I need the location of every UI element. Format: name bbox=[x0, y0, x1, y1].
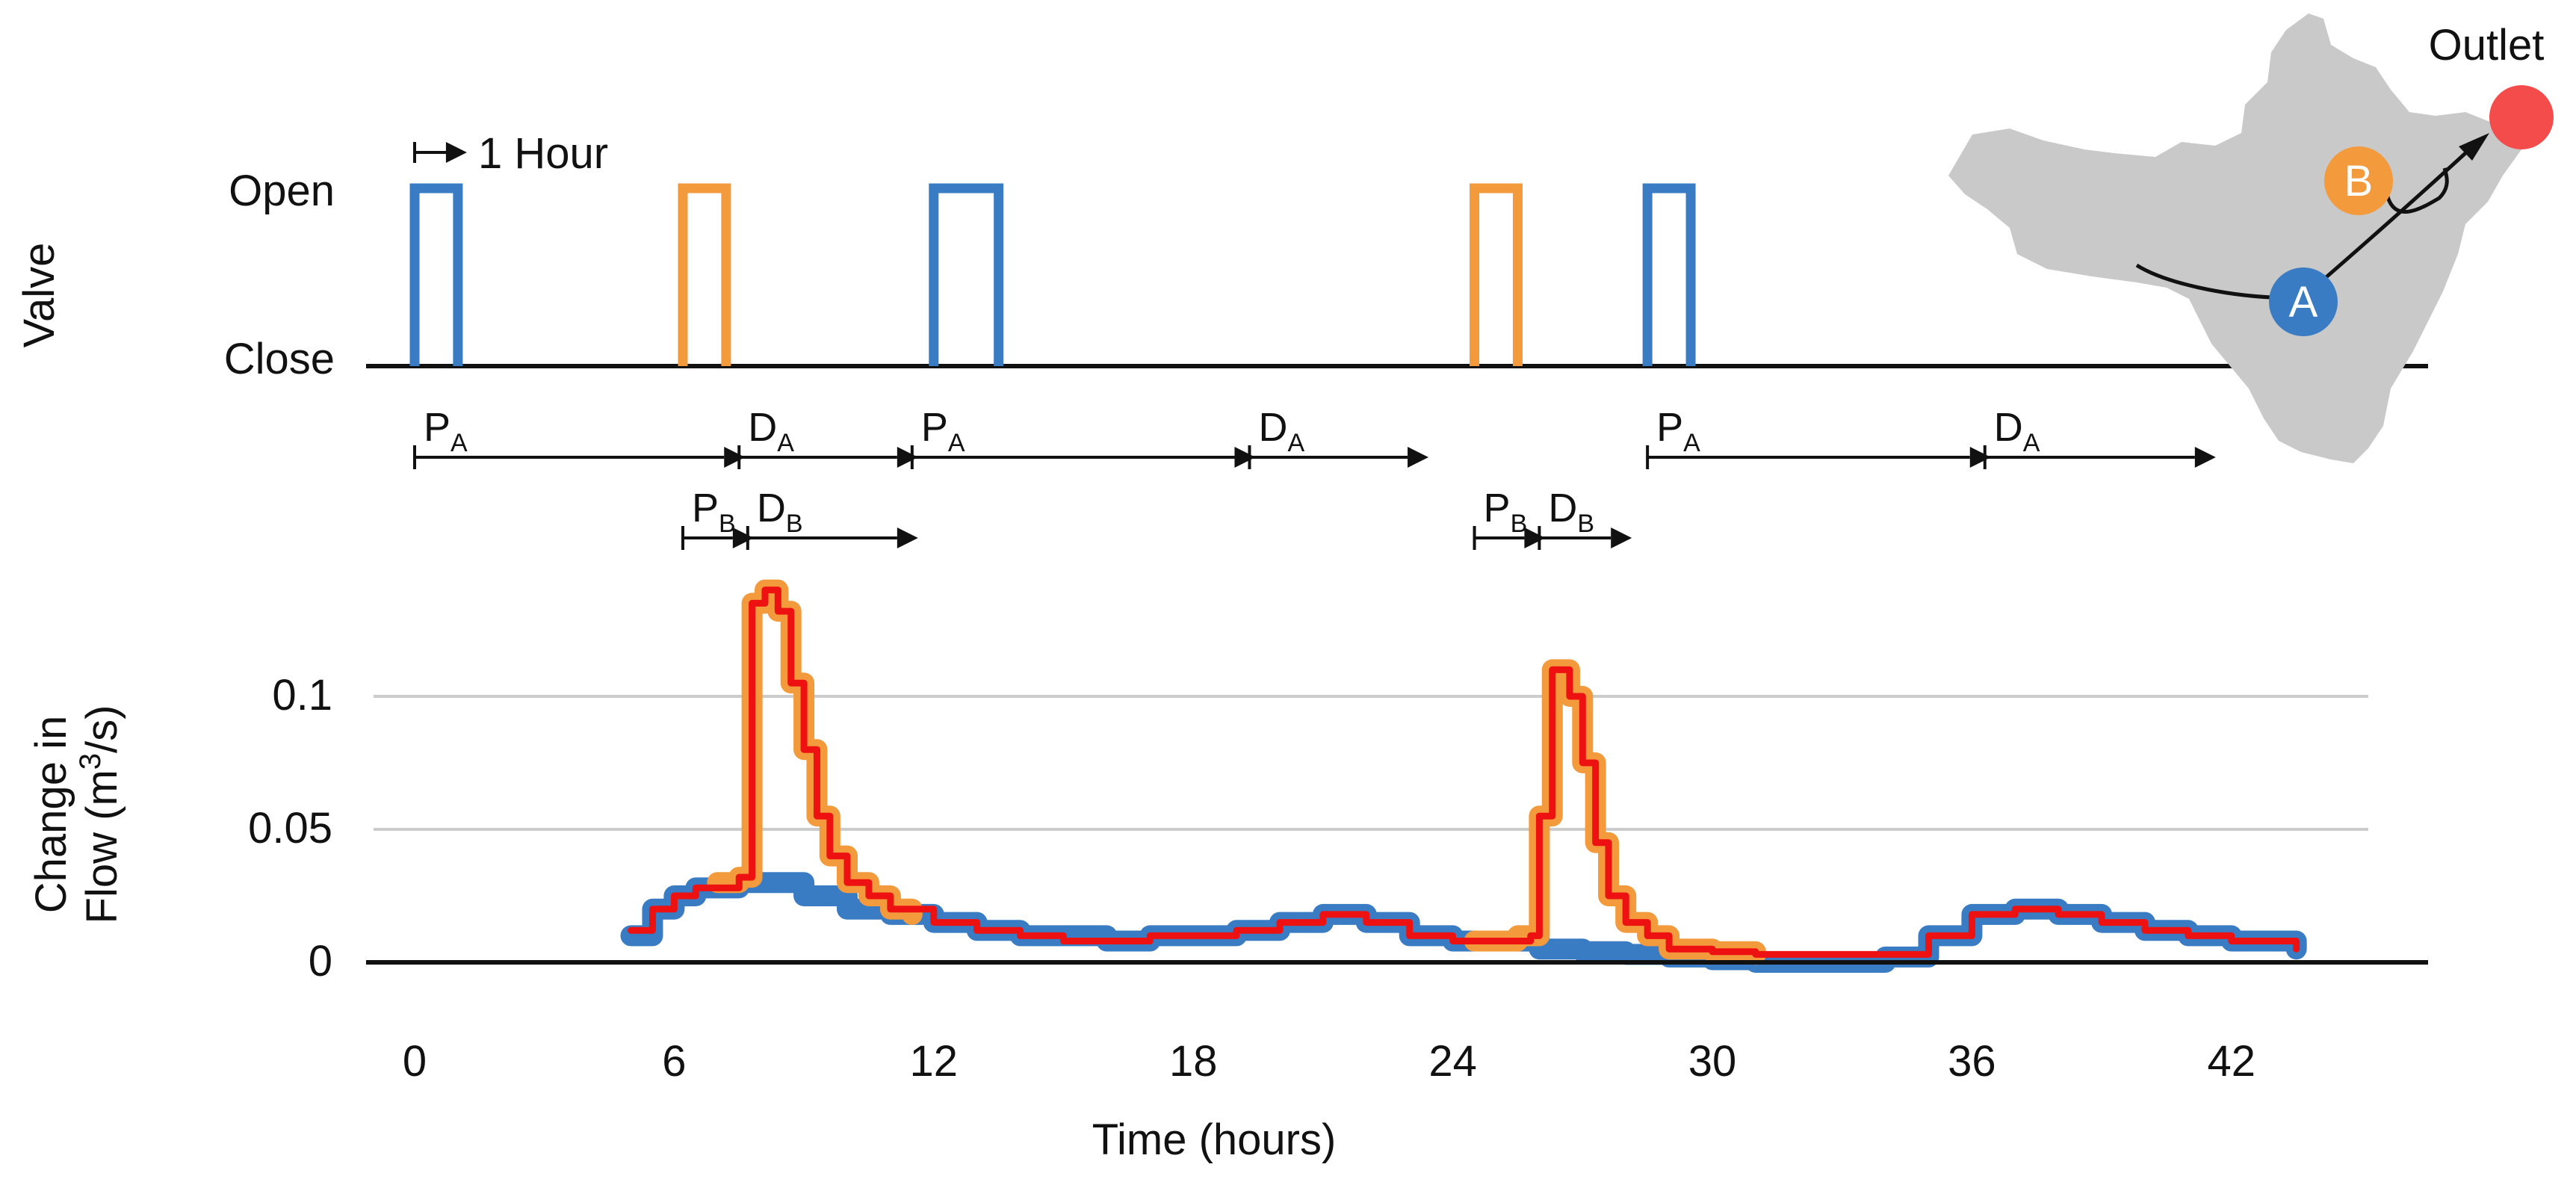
flow-chart: Change in Flow (m3/s) 0 0.05 0.1 0 6 12 18 24 3… bbox=[27, 579, 2428, 1164]
valve-a-pulse-1 bbox=[929, 183, 1004, 366]
one-hour-label: 1 Hour bbox=[478, 129, 608, 178]
x-tick-labels: 0 6 12 18 24 30 36 42 bbox=[403, 1037, 2255, 1086]
y-axis-label-line2: Flow (m3/s) bbox=[74, 705, 126, 924]
period-row1-pa-0-arrowhead-icon bbox=[724, 447, 746, 468]
period-row1-pa-2-label: PA bbox=[921, 405, 965, 457]
scale-arrowhead-icon bbox=[445, 142, 467, 163]
valve-axis-label: Valve bbox=[15, 243, 64, 348]
period-row1-da-3-label: DA bbox=[1258, 405, 1304, 457]
period-row1-da-1-arrowhead-icon bbox=[897, 447, 918, 468]
period-row2-pb-2-label: PB bbox=[1484, 486, 1528, 538]
flow-series bbox=[620, 579, 2307, 973]
period-row1-pa-4-label: PA bbox=[1656, 405, 1700, 457]
y-tick-label-0: 0 bbox=[309, 937, 332, 985]
one-hour-scale bbox=[413, 142, 467, 163]
period-row2-pb-2-arrowhead-icon bbox=[1524, 527, 1546, 548]
point-a-label: A bbox=[2289, 278, 2318, 327]
point-b-marker bbox=[2324, 146, 2393, 215]
x-tick-label-3: 18 bbox=[1169, 1037, 1218, 1086]
period-row1-da-3-arrowhead-icon bbox=[1408, 447, 1429, 468]
period-row2-pb-0-label: PB bbox=[692, 486, 736, 538]
valve-close-label: Close bbox=[224, 335, 335, 383]
outlet-arrowhead-icon bbox=[2459, 133, 2489, 161]
period-row2-db-1-label: DB bbox=[757, 486, 803, 538]
x-tick-label-6: 36 bbox=[1948, 1037, 1996, 1086]
period-row2-db-1-arrowhead-icon bbox=[897, 527, 918, 548]
period-row2-db-3-arrowhead-icon bbox=[1611, 527, 1632, 548]
period-row1-pa-2-arrowhead-icon bbox=[1234, 447, 1256, 468]
flow-path-a bbox=[2135, 263, 2272, 300]
period-row1-da-5-arrowhead-icon bbox=[2194, 447, 2216, 468]
valve-panel: Valve Open Close 1 Hour bbox=[15, 129, 2428, 383]
period-row1-da-5-label: DA bbox=[1994, 405, 2040, 457]
flow-series-combined-0 bbox=[628, 587, 2300, 958]
y-axis-label-line1: Change in bbox=[27, 716, 75, 913]
map-inset: Outlet A B bbox=[1948, 13, 2554, 463]
period-row1-da-1-label: DA bbox=[748, 405, 794, 457]
x-tick-label-5: 30 bbox=[1688, 1037, 1737, 1086]
flow-path-b bbox=[2385, 167, 2449, 214]
valve-b-pulse-0 bbox=[678, 183, 731, 366]
x-tick-label-4: 24 bbox=[1428, 1037, 1477, 1086]
outlet-marker bbox=[2489, 85, 2554, 149]
valve-a-pulse-2 bbox=[1642, 183, 1696, 366]
flow-series-valve-b-1 bbox=[1464, 659, 1766, 965]
y-tick-labels: 0 0.05 0.1 bbox=[248, 671, 332, 985]
x-tick-label-7: 42 bbox=[2208, 1037, 2256, 1086]
outlet-label: Outlet bbox=[2429, 21, 2545, 69]
y-tick-label-1: 0.05 bbox=[248, 804, 332, 853]
point-a-marker bbox=[2269, 267, 2338, 336]
x-tick-label-0: 0 bbox=[403, 1037, 427, 1086]
period-row1-pa-0-label: PA bbox=[424, 405, 468, 457]
valve-b-pulse-1 bbox=[1470, 183, 1523, 366]
valve-a-pulse-0 bbox=[409, 183, 463, 366]
y-tick-label-2: 0.1 bbox=[272, 671, 332, 720]
y-gridlines bbox=[374, 695, 2368, 831]
x-tick-label-1: 6 bbox=[662, 1037, 686, 1086]
period-row2-pb-0-arrowhead-icon bbox=[732, 527, 754, 548]
period-row1-pa-4-arrowhead-icon bbox=[1969, 447, 1991, 468]
period-row2-db-3-label: DB bbox=[1548, 486, 1594, 538]
point-b-label: B bbox=[2344, 157, 2374, 205]
valve-open-label: Open bbox=[229, 167, 335, 215]
watershed-map bbox=[1948, 13, 2521, 463]
x-axis-label: Time (hours) bbox=[1092, 1116, 1337, 1164]
x-tick-label-2: 12 bbox=[910, 1037, 959, 1086]
valve-pulses bbox=[409, 183, 1696, 366]
